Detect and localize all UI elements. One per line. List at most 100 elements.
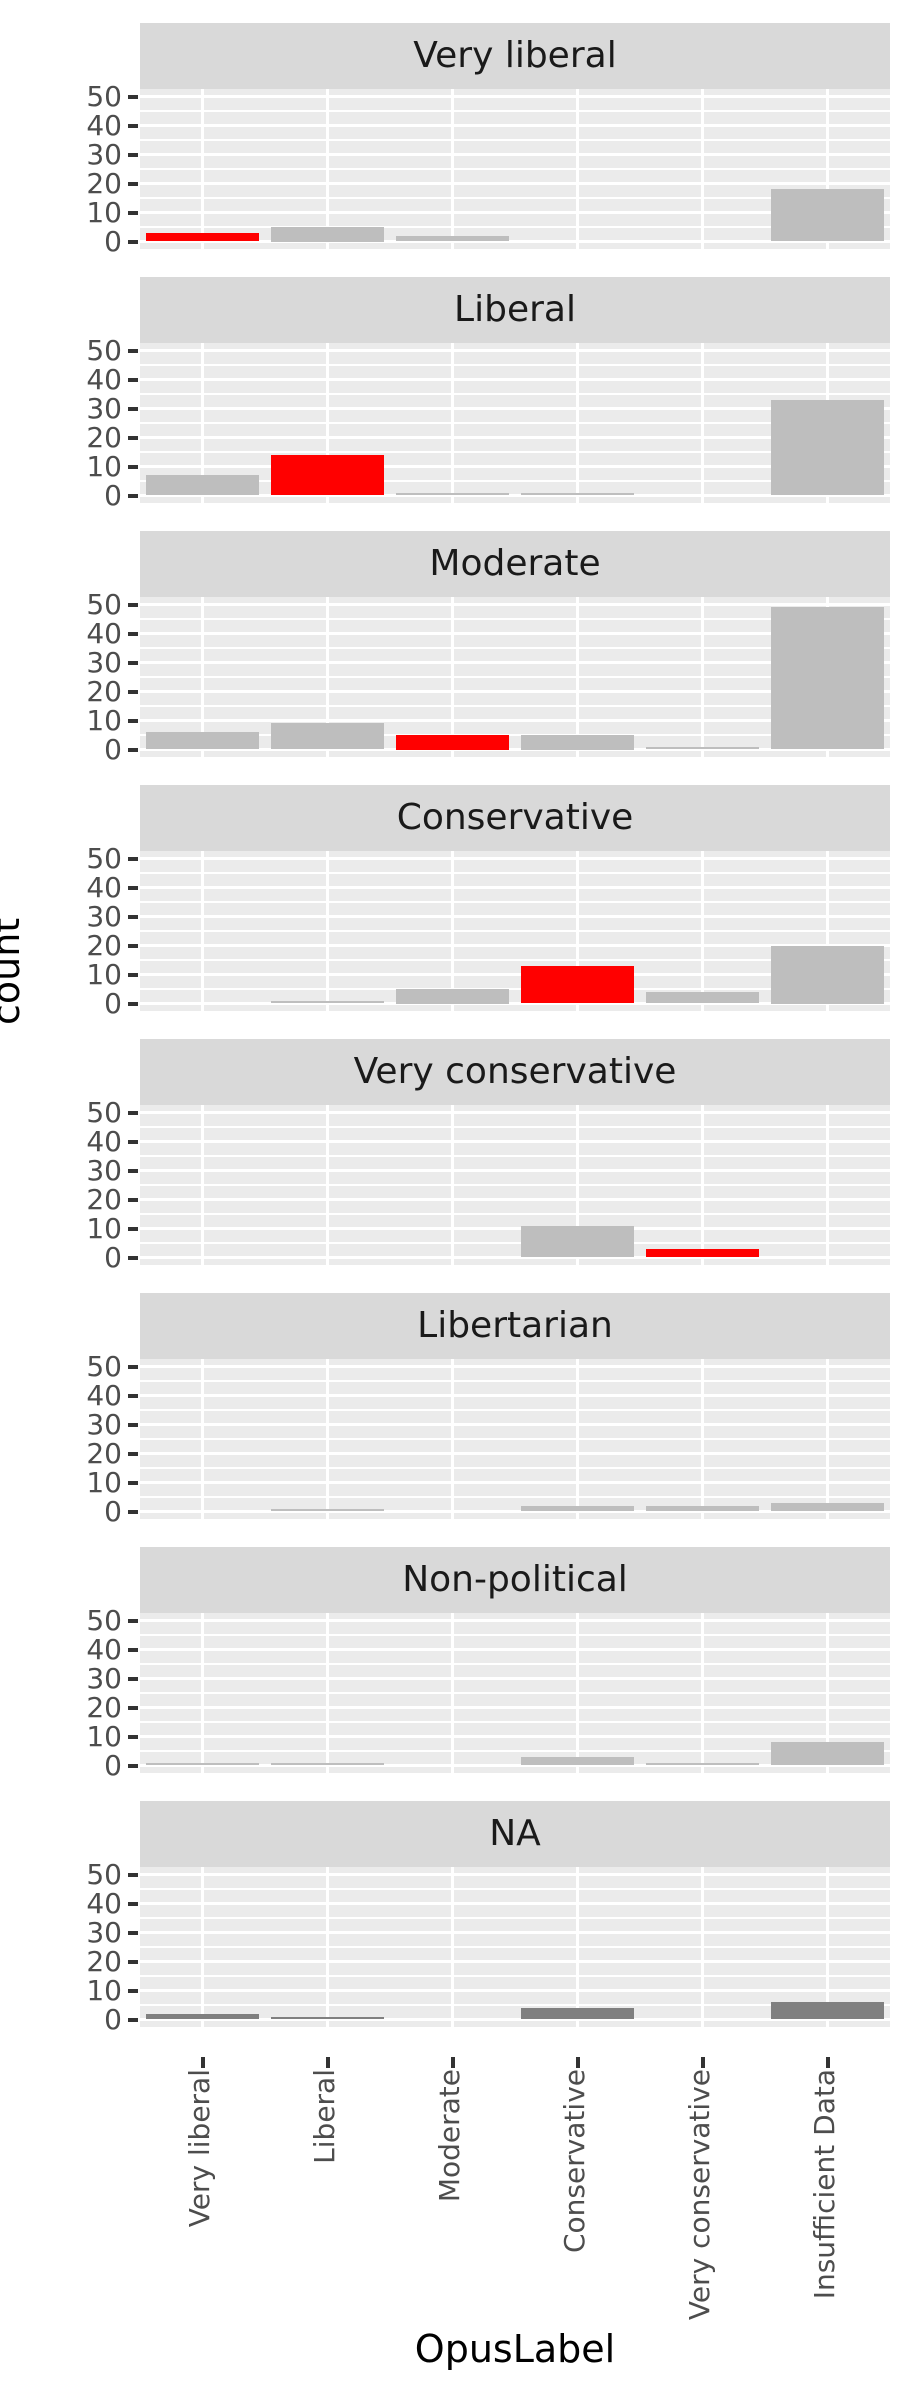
gridline-major [140, 1648, 890, 1651]
y-tick-label: 30 [86, 1407, 122, 1441]
gridline-vertical [576, 89, 579, 249]
gridline-major [140, 857, 890, 860]
gridline-major [140, 494, 890, 497]
y-tick-mark [128, 123, 138, 128]
gridline-vertical [201, 1613, 204, 1773]
y-tick-mark [128, 1110, 138, 1115]
gridline-major [140, 349, 890, 352]
y-axis: 0 10 20 30 40 50 [0, 1860, 140, 2033]
y-tick-label: 30 [86, 391, 122, 425]
gridline-vertical [576, 1613, 579, 1773]
x-axis-ticks [0, 2055, 900, 2069]
bar-na-conservative [521, 2007, 634, 2020]
y-tick-mark [128, 1959, 138, 1964]
y-tick-mark [128, 1480, 138, 1485]
bar-moderate-very-conservative [646, 746, 759, 750]
facet-liberal: Liberal 0 10 20 30 40 50 [0, 277, 900, 509]
plot-area: Very liberal 0 10 20 30 40 50 Liberal 0 10 20 30 40 5… [0, 23, 900, 2381]
gridline-major [140, 1989, 890, 1992]
bar-moderate-insufficient-data [771, 607, 884, 750]
gridline-vertical [201, 1105, 204, 1265]
y-tick-mark [128, 493, 138, 498]
y-axis: 0 10 20 30 40 50 [0, 1352, 140, 1525]
gridline-vertical [451, 1867, 454, 2027]
y-tick-mark [128, 972, 138, 977]
gridline-major [140, 973, 890, 976]
gridline-minor [140, 1946, 890, 1948]
y-tick-label: 40 [86, 108, 122, 142]
gridline-minor [140, 139, 890, 141]
panel-very-conservative [140, 1105, 890, 1265]
gridline-vertical [451, 597, 454, 757]
y-tick-label: 40 [86, 362, 122, 396]
bar-libertarian-insufficient-data [771, 1502, 884, 1512]
gridline-minor [140, 393, 890, 395]
y-tick-mark [128, 435, 138, 440]
bar-liberal-very-liberal [146, 475, 259, 496]
y-tick-label: 20 [86, 420, 122, 454]
y-tick-mark [128, 1647, 138, 1652]
x-tick-label-very-conservative: Very conservative [682, 2069, 716, 2321]
y-tick-label: 40 [86, 1886, 122, 1920]
gridline-vertical [451, 1105, 454, 1265]
facet-strip-label: Very liberal [140, 23, 890, 89]
gridline-vertical [576, 1359, 579, 1519]
gridline-major [140, 1256, 890, 1259]
y-tick-label: 40 [86, 870, 122, 904]
y-tick-mark [128, 1451, 138, 1456]
y-tick-mark [128, 885, 138, 890]
bar-liberal-liberal [271, 454, 384, 496]
bar-liberal-insufficient-data [771, 399, 884, 496]
facet-strip-label: Non-political [140, 1547, 890, 1613]
bar-conservative-insufficient-data [771, 945, 884, 1004]
y-tick-label: 30 [86, 1661, 122, 1695]
gridline-vertical [701, 851, 704, 1011]
y-tick-mark [128, 1255, 138, 1260]
bar-moderate-liberal [271, 723, 384, 750]
gridline-vertical [826, 851, 829, 1011]
gridline-vertical [701, 1867, 704, 2027]
bar-moderate-conservative [521, 735, 634, 750]
bar-very-conservative-conservative [521, 1225, 634, 1258]
y-tick-mark [128, 718, 138, 723]
y-tick-label: 30 [86, 1153, 122, 1187]
gridline-vertical [826, 1105, 829, 1265]
gridline-minor [140, 364, 890, 366]
gridline-major [140, 436, 890, 439]
gridline-major [140, 1394, 890, 1397]
bar-conservative-very-conservative [646, 991, 759, 1004]
gridline-minor [140, 1663, 890, 1665]
gridline-minor [140, 168, 890, 170]
gridline-minor [140, 647, 890, 649]
bar-very-liberal-insufficient-data [771, 189, 884, 242]
gridline-vertical [576, 1867, 579, 2027]
gridline-major [140, 719, 890, 722]
gridline-minor [140, 1438, 890, 1440]
gridline-major [140, 1365, 890, 1368]
gridline-minor [140, 618, 890, 620]
gridline-vertical [201, 89, 204, 249]
gridline-minor [140, 422, 890, 424]
gridline-vertical [576, 851, 579, 1011]
gridline-major [140, 1481, 890, 1484]
y-tick-label: 50 [86, 587, 122, 621]
gridline-major [140, 1002, 890, 1005]
y-tick-label: 50 [86, 841, 122, 875]
gridline-vertical [826, 89, 829, 249]
gridline-vertical [701, 343, 704, 503]
gridline-vertical [326, 1867, 329, 2027]
bar-very-liberal-very-liberal [146, 232, 259, 242]
gridline-major [140, 465, 890, 468]
y-axis: 0 10 20 30 40 50 [0, 844, 140, 1017]
bar-libertarian-conservative [521, 1505, 634, 1512]
facet-strip-label: Moderate [140, 531, 890, 597]
x-tick-mark [325, 2057, 330, 2068]
gridline-vertical [201, 851, 204, 1011]
bar-very-liberal-moderate [396, 235, 509, 242]
gridline-vertical [826, 1613, 829, 1773]
gridline-minor [140, 872, 890, 874]
bar-liberal-moderate [396, 492, 509, 496]
y-tick-label: 0 [104, 2002, 122, 2036]
gridline-minor [140, 1155, 890, 1157]
gridline-minor [140, 1184, 890, 1186]
